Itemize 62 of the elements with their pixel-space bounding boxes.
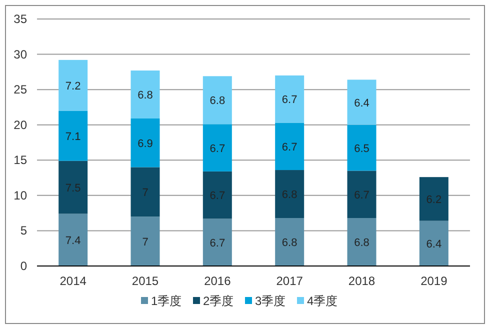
bar <box>419 177 448 221</box>
data-label: 6.4 <box>354 97 370 110</box>
bar <box>130 216 160 266</box>
data-label: 6.8 <box>282 189 298 202</box>
y-tick-label: 25 <box>14 82 28 97</box>
bar <box>275 75 304 123</box>
bar <box>347 124 376 171</box>
data-label: 7.4 <box>65 234 81 247</box>
bar <box>202 76 232 124</box>
data-label: 6.7 <box>210 142 226 155</box>
data-label: 7 <box>142 186 148 199</box>
x-tick-label: 2016 <box>204 274 232 288</box>
data-label: 6.7 <box>210 190 226 202</box>
data-label: 7.2 <box>65 80 81 92</box>
bar <box>202 171 232 219</box>
y-tick-label: 20 <box>14 118 28 132</box>
y-tick-label: 35 <box>14 12 28 26</box>
bar <box>275 122 304 170</box>
data-label: 6.9 <box>138 138 153 150</box>
data-label: 6.8 <box>282 237 298 250</box>
bar <box>130 70 160 119</box>
data-label: 7.5 <box>65 182 81 194</box>
y-tick-label: 5 <box>20 224 28 238</box>
data-label: 6.5 <box>354 142 370 155</box>
legend-label: 4季度 <box>307 294 338 308</box>
data-label: 6.8 <box>354 237 370 250</box>
bar <box>347 170 376 218</box>
bar <box>202 124 232 172</box>
bar <box>58 60 88 111</box>
y-tick-label: 15 <box>14 153 28 168</box>
bar <box>347 218 376 266</box>
bar <box>275 170 304 218</box>
data-label: 6.7 <box>210 237 226 250</box>
y-tick-label: 30 <box>14 47 28 62</box>
bar <box>347 80 376 125</box>
data-label: 7 <box>142 236 148 248</box>
bar <box>58 214 88 266</box>
y-tick-label: 0 <box>20 259 28 273</box>
legend-label: 3季度 <box>255 294 286 308</box>
bar <box>130 167 160 217</box>
bar <box>58 110 88 161</box>
x-tick-label: 2017 <box>276 274 304 288</box>
y-tick-label: 10 <box>14 188 28 202</box>
legend-label: 1季度 <box>151 294 182 308</box>
data-label: 6.7 <box>282 94 298 106</box>
legend-label: 2季度 <box>203 294 234 308</box>
bar <box>275 218 304 266</box>
data-label: 6.4 <box>426 238 442 250</box>
data-label: 6.7 <box>354 189 370 202</box>
x-tick-label: 2015 <box>132 274 159 288</box>
data-label: 6.7 <box>282 141 298 154</box>
data-label: 6.8 <box>138 90 153 102</box>
bar <box>419 220 448 266</box>
bar <box>130 118 160 168</box>
x-tick-label: 2014 <box>60 274 87 288</box>
bar <box>202 218 232 266</box>
bar <box>58 160 88 214</box>
x-tick-label: 2019 <box>420 274 448 288</box>
data-label: 6.8 <box>210 95 226 108</box>
data-label: 6.2 <box>426 194 442 206</box>
data-label: 7.1 <box>65 130 81 143</box>
x-tick-label: 2018 <box>348 274 376 288</box>
